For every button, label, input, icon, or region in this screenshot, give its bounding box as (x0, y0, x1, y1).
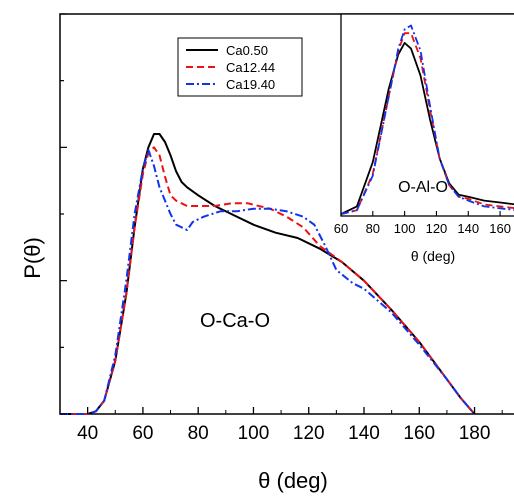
main-series-line-ca12-44 (60, 146, 476, 415)
inset-x-tick-label: 140 (457, 221, 479, 236)
legend: Ca0.50 Ca12.44 Ca19.40 (177, 37, 303, 97)
inset-chart: 60 80 100 120 140 160 O-Al-O θ (deg) (334, 13, 514, 264)
main-chart: 40 60 80 100 120 140 160 180 O-Ca-O θ (deg) P(θ… (20, 13, 514, 493)
main-x-tick-label: 160 (403, 423, 435, 444)
main-x-tick-label: 180 (459, 423, 491, 444)
main-x-tick-label: 140 (348, 423, 380, 444)
inset-series-line-ca12-44 (340, 32, 514, 215)
main-x-tick-label: 40 (77, 423, 98, 444)
inset-x-tick-label: 80 (366, 221, 380, 236)
inset-x-axis: 60 80 100 120 140 160 (334, 211, 511, 236)
main-x-axis-title: θ (deg) (258, 468, 328, 493)
legend-label: Ca19.40 (226, 77, 275, 92)
main-annotation: O-Ca-O (200, 310, 270, 332)
inset-plot-frame (340, 13, 514, 217)
main-x-tick-label: 80 (188, 423, 209, 444)
inset-series-line-ca0-50 (340, 42, 514, 215)
inset-series-group (340, 24, 514, 215)
inset-x-tick-label: 120 (426, 221, 448, 236)
main-x-tick-label: 100 (238, 423, 270, 444)
main-x-tick-label: 60 (132, 423, 153, 444)
main-x-axis: 40 60 80 100 120 140 160 180 (59, 407, 503, 444)
main-series-group (60, 133, 476, 415)
inset-x-tick-label: 100 (394, 221, 416, 236)
inset-x-tick-label: 160 (489, 221, 511, 236)
legend-label: Ca0.50 (226, 43, 268, 58)
main-x-tick-label: 120 (293, 423, 325, 444)
main-y-axis (60, 13, 67, 415)
main-series-line-ca19-40 (60, 149, 476, 415)
legend-label: Ca12.44 (226, 60, 275, 75)
inset-x-axis-title: θ (deg) (411, 248, 455, 264)
inset-annotation: O-Al-O (398, 179, 448, 196)
main-y-axis-title: P(θ) (20, 237, 45, 279)
inset-x-tick-label: 60 (334, 221, 348, 236)
